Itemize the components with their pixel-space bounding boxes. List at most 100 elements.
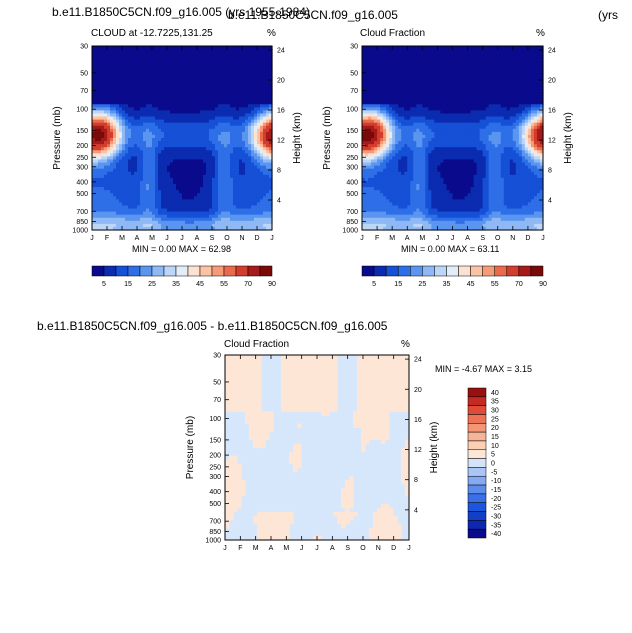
panel1-cell	[254, 159, 258, 164]
panel2-cell	[425, 73, 429, 78]
panel1-cell	[200, 159, 204, 164]
panel1-cell	[248, 85, 252, 90]
panel1-cell	[215, 211, 219, 216]
panel1-cell	[185, 82, 189, 87]
panel1-cell	[212, 184, 216, 188]
panel1-cell	[146, 208, 150, 213]
panel1-cell	[233, 159, 237, 164]
panel1-cell	[179, 110, 183, 115]
panel1-cell	[185, 128, 189, 133]
panel2-cell	[386, 128, 390, 133]
panel1-cell	[104, 61, 108, 65]
panel2-cell	[380, 131, 384, 136]
panel2-cell	[362, 46, 366, 50]
panel1-cell	[95, 52, 99, 56]
panel1-cell	[224, 110, 228, 115]
panel1-cell	[149, 199, 153, 203]
panel1-cell	[104, 122, 108, 127]
panel1-cell	[257, 55, 261, 59]
panel2-cell	[368, 122, 372, 127]
panel1-cell	[248, 55, 252, 59]
panel2-cell	[362, 208, 366, 213]
panel1-cell	[98, 110, 102, 115]
panel1-cell	[242, 46, 246, 50]
panel1-cell	[146, 119, 150, 124]
panel1-cell	[161, 144, 165, 148]
panel1-cell	[218, 217, 222, 222]
panel2-cell	[410, 162, 414, 167]
panel1-cell	[113, 165, 117, 170]
panel2-cell	[410, 138, 414, 142]
panel2-cell	[389, 134, 393, 139]
panel2-cell	[401, 76, 405, 81]
panel1-cell	[248, 177, 252, 182]
panel2-cell	[377, 125, 381, 130]
panel1-cell	[230, 223, 234, 228]
panel1-cell	[233, 128, 237, 133]
panel2-cell	[362, 174, 366, 179]
panel2-cell	[395, 177, 399, 182]
panel1-cell	[218, 134, 222, 139]
panel2-cell	[404, 58, 408, 62]
panel1-cell	[173, 131, 177, 136]
panel1-cell	[176, 211, 180, 216]
panel1-colorbar-swatch	[175, 265, 189, 277]
panel1-cell	[242, 205, 246, 210]
panel2-cell	[368, 205, 372, 210]
panel1-cell	[245, 177, 249, 182]
panel2-cell	[413, 92, 417, 96]
panel1-cell	[101, 159, 105, 164]
panel2-cell	[401, 138, 405, 142]
panel1-cell	[242, 110, 246, 115]
panel2-cell	[422, 223, 426, 228]
panel1-cell	[218, 190, 222, 194]
panel1-cell	[257, 70, 261, 75]
panel1-cell	[191, 95, 195, 99]
panel2-cell	[425, 79, 429, 84]
panel1-cell	[128, 138, 132, 142]
panel2-cell	[383, 147, 387, 151]
panel1-cell	[194, 67, 198, 72]
panel1-cell	[251, 82, 255, 87]
panel1-cell	[167, 153, 171, 157]
panel1-cell	[233, 116, 237, 121]
panel1-cell	[197, 131, 201, 136]
panel1-cell	[218, 116, 222, 121]
panel1-cell	[146, 131, 150, 136]
panel2-cell	[377, 208, 381, 213]
panel1-cell	[254, 162, 258, 167]
panel1-cell	[119, 58, 123, 62]
panel1-cell	[185, 159, 189, 164]
panel1-cell	[125, 205, 129, 210]
panel1-cell	[149, 208, 153, 213]
panel1-cell	[239, 196, 243, 200]
panel1-cell	[254, 98, 258, 102]
panel2-cell	[404, 61, 408, 65]
panel2-cell	[389, 196, 393, 200]
panel1-cell	[161, 98, 165, 102]
panel2-cell	[404, 125, 408, 130]
panel1-cell	[230, 184, 234, 188]
panel1-cell	[161, 202, 165, 207]
panel1-cell	[179, 134, 183, 139]
panel1-cell	[137, 101, 141, 105]
panel1-cell	[218, 187, 222, 191]
panel1-cell	[179, 177, 183, 182]
panel1-cell	[185, 55, 189, 59]
panel1-cell	[152, 159, 156, 164]
panel1-cell	[110, 193, 114, 197]
panel1-cell	[236, 202, 240, 207]
panel1-cell	[227, 107, 231, 111]
panel1-cell	[179, 119, 183, 124]
panel1-cell	[137, 131, 141, 136]
panel1-cell	[101, 141, 105, 145]
panel2-cell	[395, 76, 399, 81]
panel1-cell	[125, 190, 129, 194]
panel1-cell	[260, 125, 264, 130]
panel1-cell	[134, 184, 138, 188]
panel1-cell	[245, 196, 249, 200]
panel1-cell	[185, 190, 189, 194]
panel2-cell	[377, 187, 381, 191]
panel1-cell	[119, 153, 123, 157]
panel1-cell	[221, 171, 225, 176]
